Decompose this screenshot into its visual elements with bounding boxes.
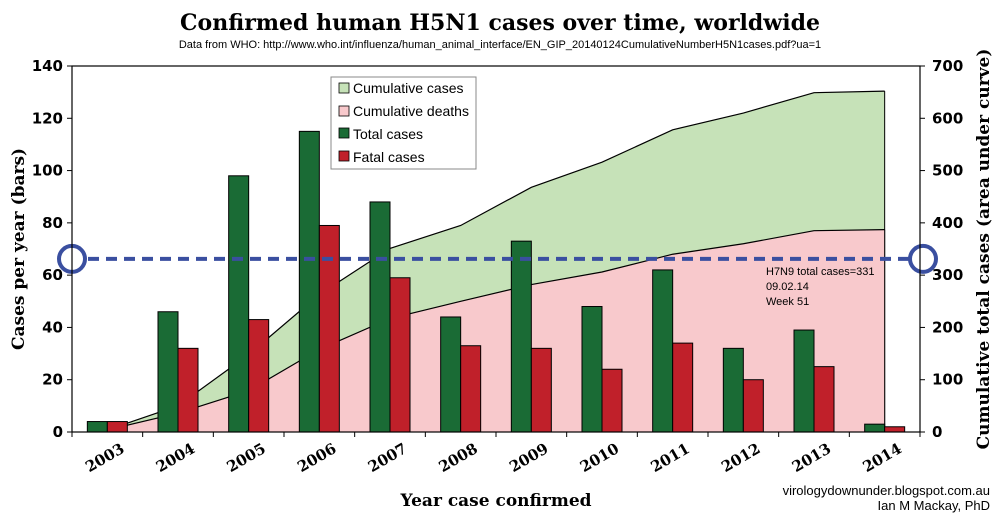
x-tick-label-2014: 2014	[860, 439, 905, 475]
bar-total-cases-2008	[440, 316, 462, 433]
bar-fatal-cases-2008	[460, 345, 482, 433]
y-tick-label-right-400: 400	[932, 214, 963, 232]
annotation-line-2: 09.02.14	[766, 281, 809, 293]
y-tick-label-left-40: 40	[42, 318, 63, 336]
bar-fatal-cases-2005	[248, 319, 270, 433]
legend-swatch-cumulative-deaths	[338, 105, 350, 117]
area-layer	[107, 90, 886, 433]
bar-fatal-cases-2009	[530, 347, 552, 433]
bar-total-cases-2011	[652, 269, 674, 433]
y-tick-label-right-500: 500	[932, 162, 963, 180]
annotation-line-3: Week 51	[766, 296, 809, 308]
bar-total-cases-2014	[864, 423, 886, 433]
credit-author: Ian M Mackay, PhD	[878, 498, 990, 513]
y-tick-label-right-300: 300	[932, 266, 963, 284]
legend-label-cumulative-deaths: Cumulative deaths	[353, 103, 469, 119]
y-tick-label-right-100: 100	[932, 371, 963, 389]
y-tick-label-left-100: 100	[32, 162, 63, 180]
y-tick-label-right-600: 600	[932, 109, 963, 127]
y-tick-label-left-140: 140	[32, 57, 63, 75]
x-tick-label-2004: 2004	[153, 439, 198, 475]
bar-fatal-cases-2006	[318, 224, 340, 433]
legend-label-cumulative-cases: Cumulative cases	[353, 80, 464, 96]
y-tick-label-left-60: 60	[42, 266, 63, 284]
x-axis-label: Year case confirmed	[399, 491, 591, 511]
legend-swatch-fatal-cases	[338, 150, 350, 162]
bar-total-cases-2013	[793, 329, 815, 433]
legend-swatch-cumulative-cases	[338, 82, 350, 94]
legend-swatch-total-cases	[338, 127, 350, 139]
y-axis-label-right: Cumulative total cases (area under curve…	[974, 49, 994, 450]
x-tick-label-2010: 2010	[577, 439, 622, 475]
x-tick-label-2011: 2011	[648, 439, 693, 475]
y-tick-label-right-0: 0	[932, 423, 942, 441]
bar-fatal-cases-2004	[177, 347, 199, 433]
y-axis-label-left: Cases per year (bars)	[9, 148, 29, 350]
legend: Cumulative cases Cumulative deaths Total…	[330, 76, 477, 170]
annotation-line-1: H7N9 total cases=331	[766, 266, 875, 278]
bar-total-cases-2006	[298, 130, 320, 433]
chart-subtitle: Data from WHO: http://www.who.int/influe…	[179, 39, 821, 51]
bar-total-cases-2009	[510, 240, 532, 433]
x-tick-label-2006: 2006	[294, 439, 339, 475]
bar-fatal-cases-2012	[742, 379, 764, 433]
x-axis: 2003 2004 2005 2006 2007 2008 2009 2010 2011 2012…	[71, 432, 921, 476]
bar-total-cases-2012	[722, 347, 744, 433]
x-tick-label-2007: 2007	[365, 439, 410, 475]
bar-total-cases-2004	[157, 311, 179, 433]
bar-fatal-cases-2007	[389, 277, 411, 433]
bar-fatal-cases-2003	[106, 421, 128, 433]
reference-marker-right	[908, 243, 938, 274]
y-tick-label-right-700: 700	[932, 57, 963, 75]
x-tick-label-2013: 2013	[789, 439, 834, 475]
x-tick-label-2003: 2003	[82, 439, 127, 475]
bar-total-cases-2010	[581, 306, 603, 433]
y-tick-label-left-0: 0	[53, 423, 63, 441]
y-tick-label-left-120: 120	[32, 109, 63, 127]
x-tick-label-2012: 2012	[718, 439, 763, 475]
bar-total-cases-2003	[86, 421, 108, 433]
y-tick-label-left-20: 20	[42, 371, 63, 389]
y-tick-label-right-200: 200	[932, 318, 963, 336]
credit-blog: virologydownunder.blogspot.com.au	[783, 483, 990, 498]
y-axis-right: 0 100 200 300 400 500 600 700	[920, 57, 963, 441]
legend-label-total-cases: Total cases	[353, 126, 423, 142]
bar-fatal-cases-2014	[884, 426, 906, 433]
bar-fatal-cases-2010	[601, 368, 623, 433]
bar-total-cases-2007	[369, 201, 391, 433]
y-tick-label-left-80: 80	[42, 214, 63, 232]
legend-box	[330, 76, 477, 170]
chart-title: Confirmed human H5N1 cases over time, wo…	[180, 10, 820, 36]
x-tick-label-2008: 2008	[436, 439, 481, 475]
y-axis-left: 0 20 40 60 80 100 120 140	[32, 57, 72, 441]
bar-fatal-cases-2013	[813, 366, 835, 433]
bar-fatal-cases-2011	[672, 342, 694, 433]
legend-label-fatal-cases: Fatal cases	[353, 149, 425, 165]
x-tick-label-2005: 2005	[224, 439, 269, 475]
x-tick-label-2009: 2009	[506, 439, 551, 475]
bar-total-cases-2005	[228, 175, 250, 433]
